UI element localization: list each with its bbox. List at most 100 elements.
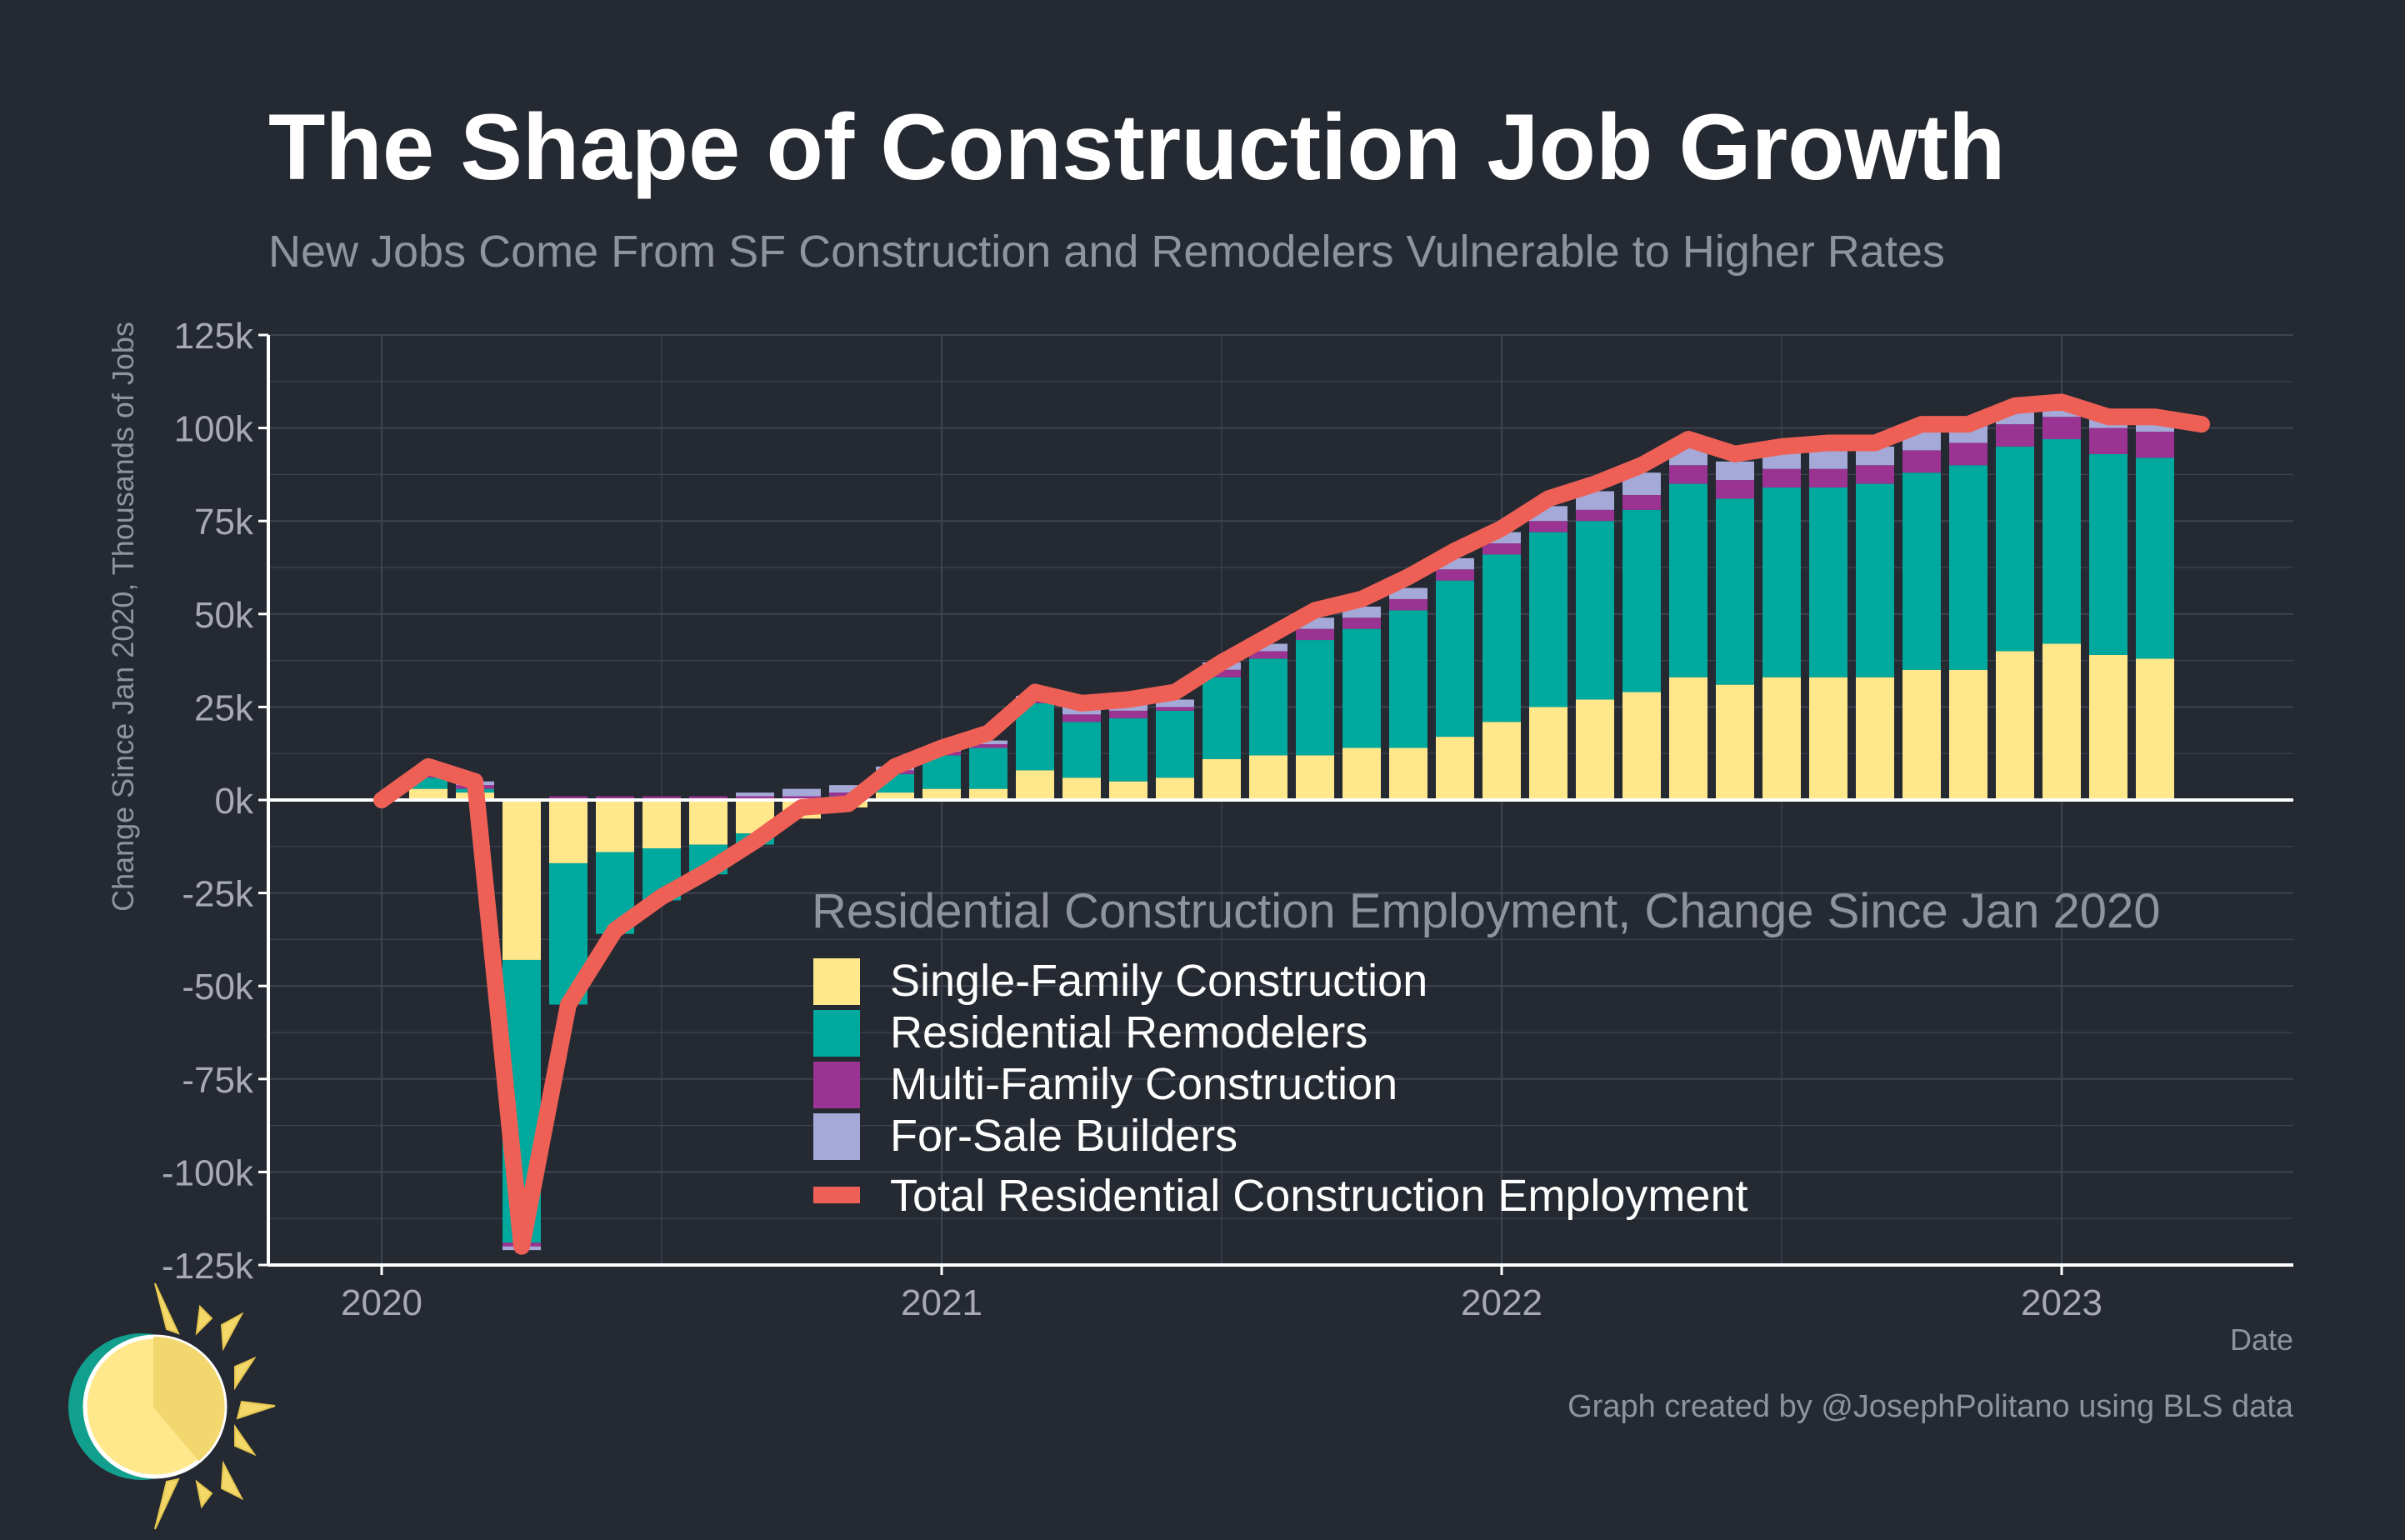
bar-segment-remodelers: [1576, 521, 1614, 700]
bar-segment-remodelers: [1436, 580, 1474, 738]
bar-segment-remodelers: [1062, 722, 1101, 778]
bar-segment-multi-family: [1716, 480, 1754, 499]
bar-segment-multi-family: [1576, 509, 1614, 522]
legend-label-multi-family: Multi-Family Construction: [890, 1059, 1398, 1109]
bar-segment-multi-family: [689, 796, 728, 800]
bar-segment-multi-family: [1949, 442, 1988, 466]
legend-label-remodelers: Residential Remodelers: [890, 1008, 1368, 1058]
x-tick-label: 2022: [1461, 1282, 1542, 1323]
sun-logo-icon: [68, 1282, 276, 1530]
bar-segment-for-sale: [1156, 699, 1194, 708]
bar-segment-single-family: [1856, 677, 1894, 800]
bars-layer: [409, 402, 2174, 1251]
legend-swatch-remodelers: [813, 1010, 860, 1057]
bar-segment-multi-family: [1389, 598, 1428, 611]
legend-swatch-multi-family: [813, 1062, 860, 1108]
y-tick-label: 50k: [194, 595, 254, 636]
y-tick-label: -75k: [182, 1060, 254, 1101]
bar-segment-single-family: [1482, 722, 1521, 800]
legend-swatch-single-family: [813, 958, 860, 1005]
bar-segment-single-family: [2136, 658, 2174, 800]
bar-segment-multi-family: [969, 744, 1008, 748]
bar-segment-multi-family: [1996, 424, 2034, 447]
bar-segment-multi-family: [2089, 428, 2128, 454]
bar-segment-single-family: [1436, 737, 1474, 800]
bar-segment-for-sale: [969, 740, 1008, 745]
bar-segment-multi-family: [1809, 468, 1848, 488]
y-tick-label: 100k: [174, 409, 254, 450]
bar-segment-single-family: [689, 800, 728, 845]
bar-segment-for-sale: [782, 788, 821, 797]
bar-segment-single-family: [1342, 748, 1381, 800]
legend-label-for-sale: For-Sale Builders: [890, 1111, 1238, 1161]
legend-label-total: Total Residential Construction Employmen…: [890, 1171, 1748, 1221]
bar-segment-multi-family: [1062, 714, 1101, 722]
bar-segment-for-sale: [1249, 643, 1288, 652]
bar-segment-remodelers: [1342, 628, 1381, 748]
bar-segment-single-family: [1949, 669, 1988, 800]
y-tick-label: -25k: [182, 874, 254, 915]
bar-segment-remodelers: [1482, 554, 1521, 722]
bar-segment-multi-family: [1669, 465, 1708, 484]
x-tick-label: 2023: [2021, 1282, 2102, 1323]
bar-segment-multi-family: [1296, 628, 1334, 641]
bar-segment-single-family: [596, 800, 634, 852]
sun-shade-icon: [155, 1337, 225, 1460]
bar-segment-multi-family: [1342, 618, 1381, 629]
y-tick-label: -100k: [162, 1152, 254, 1193]
bar-segment-single-family: [2042, 643, 2081, 800]
bar-segment-single-family: [1529, 707, 1568, 800]
bar-segment-for-sale: [1389, 588, 1428, 599]
bar-segment-remodelers: [1109, 718, 1148, 782]
y-tick-label: 75k: [194, 502, 254, 542]
axes-layer: 125k 100k 75k 50k 25k 0k -25k -50k -75k -100k -125…: [162, 316, 2293, 1323]
bar-segment-single-family: [1016, 770, 1054, 800]
bar-segment-single-family: [1249, 755, 1288, 800]
legend-label-single-family: Single-Family Construction: [890, 956, 1428, 1006]
bar-segment-single-family: [409, 788, 448, 800]
bar-segment-multi-family: [2136, 432, 2174, 458]
bar-segment-multi-family: [1762, 468, 1801, 488]
bar-segment-remodelers: [969, 748, 1008, 789]
bar-segment-single-family: [1809, 677, 1848, 800]
x-tick-label: 2021: [901, 1282, 982, 1323]
bar-segment-remodelers: [1249, 658, 1288, 756]
bar-segment-single-family: [969, 788, 1008, 800]
bar-segment-multi-family: [1109, 710, 1148, 718]
bar-segment-multi-family: [782, 796, 821, 800]
bar-segment-multi-family: [736, 796, 774, 800]
bar-segment-multi-family: [1902, 450, 1941, 473]
bar-segment-remodelers: [1016, 702, 1054, 771]
y-tick-label: 25k: [194, 688, 254, 728]
bar-segment-multi-family: [1622, 494, 1661, 510]
bar-segment-multi-family: [549, 796, 588, 800]
bar-segment-single-family: [1576, 699, 1614, 800]
bar-segment-multi-family: [1249, 651, 1288, 659]
bar-segment-multi-family: [2042, 417, 2081, 439]
bar-segment-remodelers: [2042, 438, 2081, 644]
y-tick-label: 125k: [174, 316, 254, 357]
sun-ray-icon: [154, 1282, 276, 1530]
bar-segment-remodelers: [1389, 610, 1428, 748]
bar-segment-for-sale: [2136, 424, 2174, 432]
bar-segment-single-family: [876, 792, 914, 800]
bar-segment-single-family: [1109, 781, 1148, 800]
legend-title: Residential Construction Employment, Cha…: [812, 884, 2160, 938]
y-tick-label: 0k: [215, 781, 254, 822]
bar-segment-multi-family: [1856, 465, 1894, 484]
bar-segment-single-family: [1062, 778, 1101, 800]
bar-segment-remodelers: [1996, 446, 2034, 652]
legend: Residential Construction Employment, Cha…: [812, 884, 2160, 1221]
bar-segment-for-sale: [1809, 450, 1848, 469]
bar-segment-remodelers: [1902, 472, 1941, 670]
bar-segment-remodelers: [2089, 453, 2128, 655]
bar-segment-single-family: [1296, 755, 1334, 800]
x-tick-label: 2020: [341, 1282, 422, 1323]
bar-segment-single-family: [2089, 654, 2128, 800]
bar-segment-multi-family: [1436, 569, 1474, 581]
bar-segment-for-sale: [1576, 491, 1614, 510]
bar-segment-single-family: [1202, 758, 1241, 800]
bar-segment-remodelers: [1669, 483, 1708, 678]
